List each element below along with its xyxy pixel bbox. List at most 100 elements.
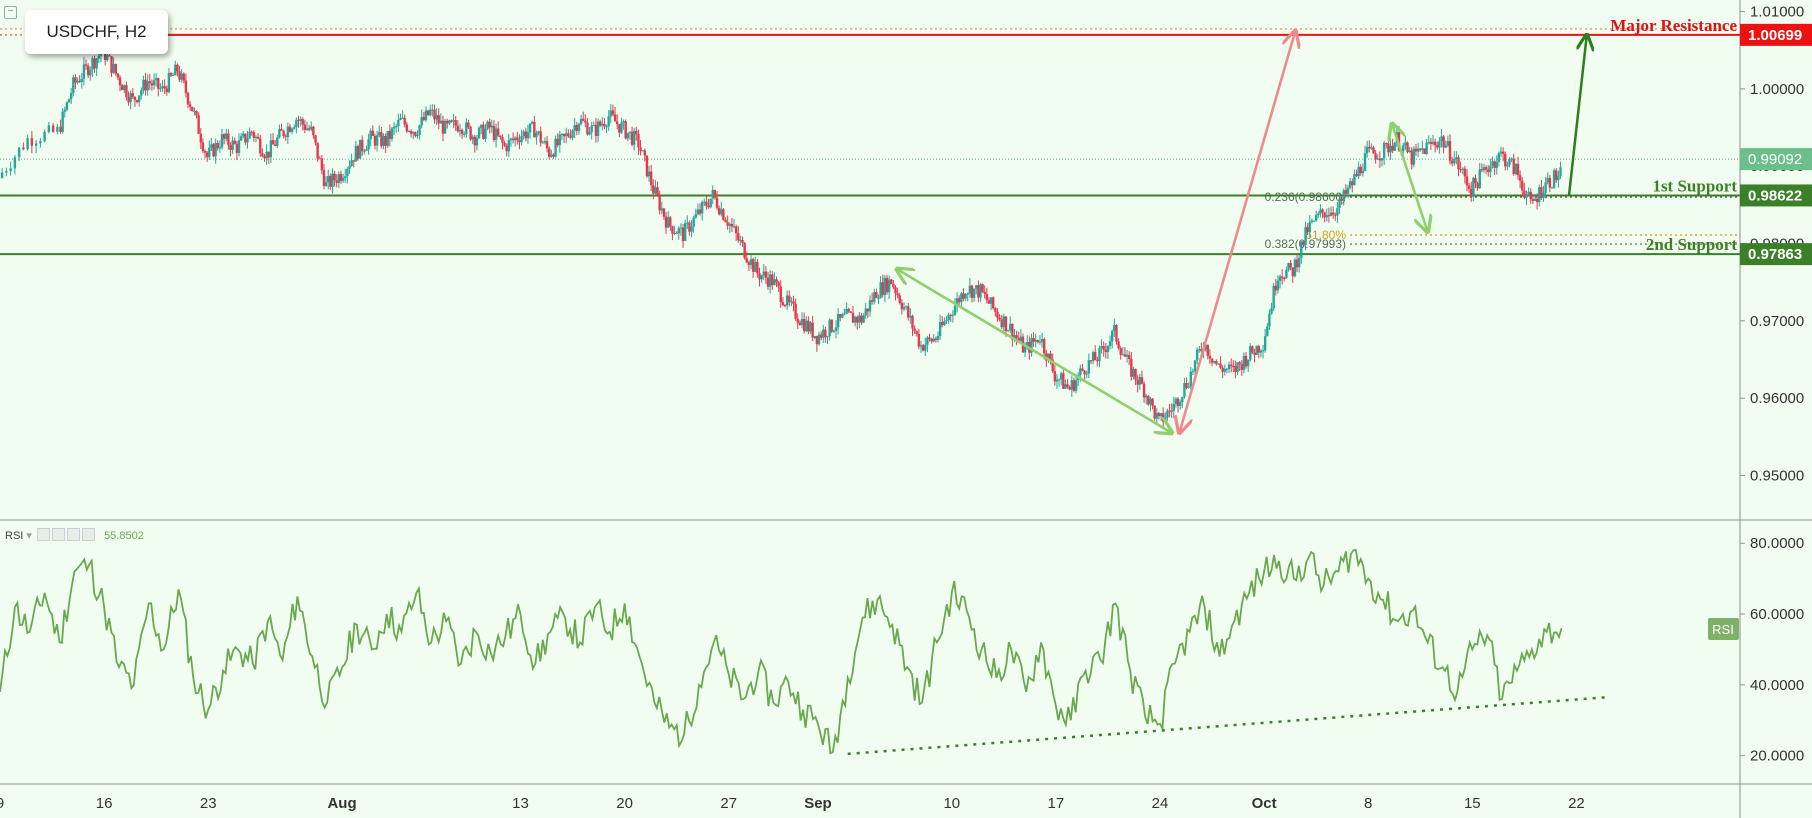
candle-body bbox=[414, 132, 417, 137]
candle-body bbox=[89, 69, 92, 76]
candle-body bbox=[1518, 175, 1522, 181]
candle-body bbox=[1336, 207, 1339, 216]
level-price-label: 1.00699 bbox=[1748, 27, 1802, 44]
rsi-tick-label: 20.0000 bbox=[1750, 748, 1804, 765]
close-icon[interactable] bbox=[82, 528, 95, 541]
candle-body bbox=[97, 55, 100, 59]
candle-body bbox=[13, 157, 17, 169]
candle-body bbox=[1229, 364, 1233, 367]
candle-body bbox=[1142, 383, 1146, 398]
plus-icon[interactable] bbox=[67, 528, 80, 541]
candle-body bbox=[1178, 402, 1182, 407]
candle-body bbox=[1531, 199, 1535, 201]
candle-body bbox=[499, 135, 502, 138]
gear-icon[interactable] bbox=[52, 528, 65, 541]
candle-body bbox=[409, 131, 413, 134]
candle-body bbox=[1062, 373, 1065, 389]
candle-body bbox=[1270, 308, 1273, 314]
price-tick-label: 1.00000 bbox=[1750, 81, 1804, 98]
candle-body bbox=[125, 85, 128, 98]
price-tick-label: 0.96000 bbox=[1750, 390, 1804, 407]
candle-body bbox=[142, 79, 145, 91]
candle-body bbox=[312, 126, 315, 136]
candle-body bbox=[1096, 360, 1099, 362]
candle-body bbox=[1091, 352, 1095, 362]
candle-body bbox=[1225, 368, 1229, 370]
candle-body bbox=[169, 73, 173, 76]
candle-body bbox=[1259, 350, 1263, 353]
level-price-label: 0.98622 bbox=[1748, 187, 1802, 204]
candle-body bbox=[1251, 346, 1254, 353]
candle-body bbox=[176, 64, 179, 72]
candle-body bbox=[322, 170, 326, 187]
candle-body bbox=[95, 58, 98, 69]
minus-square-icon[interactable]: − bbox=[4, 6, 17, 19]
candle-body bbox=[1382, 142, 1386, 159]
candle-body bbox=[1487, 169, 1490, 173]
candle-body bbox=[1155, 413, 1159, 419]
candle-body bbox=[1465, 176, 1469, 186]
candle-body bbox=[713, 190, 717, 198]
candle-body bbox=[601, 123, 604, 126]
candle-body bbox=[263, 156, 266, 159]
candle-body bbox=[5, 171, 8, 173]
candle-body bbox=[1149, 398, 1152, 405]
candle-body bbox=[1043, 339, 1046, 354]
candle-body bbox=[288, 126, 292, 132]
candle-body bbox=[1268, 313, 1271, 327]
candle-body bbox=[458, 129, 462, 132]
candle-body bbox=[603, 123, 606, 127]
candle-body bbox=[76, 80, 79, 83]
candle-body bbox=[637, 134, 640, 148]
candle-body bbox=[1208, 355, 1212, 359]
candle-body bbox=[700, 201, 704, 214]
candle-body bbox=[118, 77, 122, 86]
candle-body bbox=[1467, 185, 1471, 190]
price-tick-label: 0.95000 bbox=[1750, 467, 1804, 484]
candle-body bbox=[59, 126, 62, 132]
candle-body bbox=[841, 314, 844, 318]
candle-body bbox=[127, 97, 130, 103]
candle-body bbox=[966, 293, 969, 295]
candle-body bbox=[205, 152, 209, 158]
candle-body bbox=[605, 126, 608, 128]
candle-body bbox=[898, 295, 901, 303]
candle-body bbox=[830, 319, 833, 332]
candle-body bbox=[919, 345, 923, 347]
rsi-tick-label: 60.0000 bbox=[1750, 606, 1804, 623]
candle-body bbox=[407, 131, 411, 133]
candle-body bbox=[979, 284, 982, 298]
candle-body bbox=[129, 93, 132, 103]
candle-body bbox=[938, 321, 942, 336]
candle-body bbox=[267, 151, 270, 158]
candle-body bbox=[611, 110, 615, 115]
candle-body bbox=[813, 336, 816, 338]
candle-body bbox=[907, 306, 910, 318]
candle-body bbox=[467, 122, 470, 127]
candle-body bbox=[690, 226, 693, 232]
candle-body bbox=[191, 106, 194, 112]
symbol-label[interactable]: USDCHF, H2 bbox=[25, 10, 168, 54]
candle-body bbox=[771, 274, 774, 285]
candle-body bbox=[528, 123, 532, 133]
candle-body bbox=[866, 308, 870, 312]
candle-body bbox=[0, 172, 4, 178]
candle-body bbox=[777, 282, 780, 287]
candle-body bbox=[660, 208, 663, 211]
candle-body bbox=[654, 187, 657, 194]
candle-body bbox=[964, 294, 967, 299]
candle-body bbox=[341, 177, 345, 181]
candle-body bbox=[1151, 398, 1154, 406]
candle-body bbox=[1431, 141, 1435, 144]
time-tick-label: 24 bbox=[1152, 795, 1169, 812]
candle-body bbox=[1472, 177, 1475, 197]
time-tick-label: 10 bbox=[943, 795, 960, 812]
candle-body bbox=[671, 226, 674, 234]
candle-body bbox=[1463, 168, 1467, 177]
candle-body bbox=[63, 109, 66, 112]
candle-body bbox=[456, 125, 460, 132]
candle-body bbox=[1484, 167, 1488, 170]
eye-icon[interactable] bbox=[37, 528, 50, 541]
candle-body bbox=[698, 209, 702, 214]
